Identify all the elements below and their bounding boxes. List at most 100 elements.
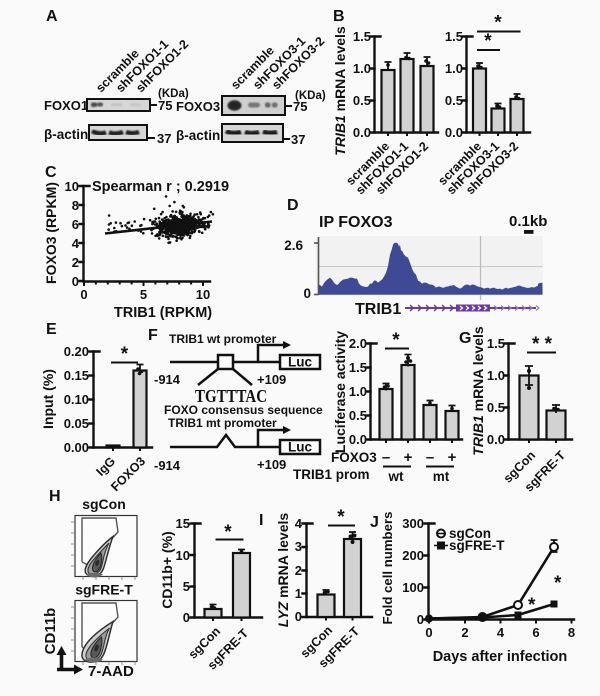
svg-text:200: 200 <box>402 548 424 563</box>
svg-text:TGTTTAC: TGTTTAC <box>195 386 267 406</box>
svg-text:1: 1 <box>295 586 302 601</box>
svg-text:0: 0 <box>417 612 424 627</box>
svg-text:G: G <box>459 330 471 347</box>
svg-text:TRIB1 mRNA levels: TRIB1 mRNA levels <box>332 26 348 156</box>
svg-text:(KDa): (KDa) <box>158 88 189 100</box>
svg-text:0.20: 0.20 <box>64 344 89 359</box>
svg-text:4: 4 <box>497 625 505 640</box>
svg-text:wt: wt <box>388 469 405 484</box>
svg-text:8: 8 <box>568 625 575 640</box>
svg-text:Luciferase activity: Luciferase activity <box>332 331 348 453</box>
svg-text:Luc: Luc <box>288 355 312 370</box>
svg-text:FOXO3 (RPKM): FOXO3 (RPKM) <box>43 182 59 284</box>
svg-text:TRIB1 mt promoter: TRIB1 mt promoter <box>168 416 277 430</box>
svg-text:2: 2 <box>72 255 79 270</box>
svg-text:TRIB1 wt promoter: TRIB1 wt promoter <box>169 332 277 346</box>
svg-text:*: * <box>528 595 536 616</box>
svg-text:TRIB1 (RPKM): TRIB1 (RPKM) <box>114 305 212 321</box>
svg-text:J: J <box>370 514 379 531</box>
svg-text:*: * <box>121 344 129 365</box>
svg-text:*: * <box>337 507 345 528</box>
svg-text:TRIB1 prom: TRIB1 prom <box>293 467 370 482</box>
svg-text:1.5: 1.5 <box>445 29 463 44</box>
svg-text:0: 0 <box>295 609 302 624</box>
svg-text:2: 2 <box>461 625 468 640</box>
svg-text:FOXO consensus sequence: FOXO consensus sequence <box>164 403 323 417</box>
svg-text:-914: -914 <box>154 458 181 473</box>
svg-text:+109: +109 <box>257 372 286 387</box>
svg-text:–: – <box>426 449 434 466</box>
svg-text:CD11b+ (%): CD11b+ (%) <box>159 531 175 608</box>
svg-text:sgFRE-T: sgFRE-T <box>75 582 133 598</box>
svg-text:15: 15 <box>176 516 190 531</box>
svg-text:+: + <box>448 449 457 466</box>
svg-text:0: 0 <box>183 610 190 625</box>
svg-text:1.5: 1.5 <box>487 336 505 351</box>
svg-text:β-actin: β-actin <box>176 128 220 143</box>
svg-text:0.15: 0.15 <box>64 368 89 383</box>
svg-text:2.6: 2.6 <box>284 238 303 253</box>
svg-text:β-actin: β-actin <box>44 127 88 142</box>
svg-text:CD11b: CD11b <box>42 608 59 655</box>
svg-text:*: * <box>494 13 502 34</box>
svg-text:6: 6 <box>72 217 79 232</box>
svg-text:0.0: 0.0 <box>445 125 463 140</box>
svg-text:10: 10 <box>65 179 79 194</box>
svg-text:0: 0 <box>80 287 87 302</box>
svg-text:10: 10 <box>196 287 210 302</box>
svg-text:1.5: 1.5 <box>349 360 367 375</box>
svg-text:-914: -914 <box>154 372 181 387</box>
svg-text:LYZ mRNA levels: LYZ mRNA levels <box>275 513 291 628</box>
svg-text:0.0: 0.0 <box>487 432 505 447</box>
svg-text:7-AAD: 7-AAD <box>88 663 134 680</box>
svg-text:0: 0 <box>303 286 311 301</box>
svg-text:10: 10 <box>176 548 190 563</box>
svg-text:C: C <box>45 164 57 181</box>
svg-text:0.00: 0.00 <box>64 440 89 455</box>
svg-text:4: 4 <box>72 236 80 251</box>
svg-text:2.0: 2.0 <box>349 336 367 351</box>
svg-text:IP FOXO3: IP FOXO3 <box>319 214 393 231</box>
svg-text:Input (%): Input (%) <box>40 369 56 429</box>
svg-text:300: 300 <box>402 516 424 531</box>
svg-text:D: D <box>287 197 299 214</box>
svg-text:Fold cell numbers: Fold cell numbers <box>380 512 395 625</box>
svg-text:TRIB1 mRNA levels: TRIB1 mRNA levels <box>470 326 486 456</box>
svg-text:0: 0 <box>72 274 79 289</box>
svg-text:*: * <box>554 573 562 594</box>
svg-text:* *: * * <box>532 334 553 355</box>
svg-text:4: 4 <box>295 516 303 531</box>
svg-text:I: I <box>259 512 263 529</box>
svg-text:(KDa): (KDa) <box>295 90 326 102</box>
svg-text:mt: mt <box>433 469 450 484</box>
svg-text:+109: +109 <box>257 457 286 472</box>
svg-text:*: * <box>484 31 492 52</box>
svg-text:37: 37 <box>291 132 305 147</box>
svg-text:+: + <box>404 449 413 466</box>
svg-text:3: 3 <box>295 539 302 554</box>
svg-text:FOXO3: FOXO3 <box>176 99 220 114</box>
svg-text:F: F <box>148 327 158 344</box>
svg-text:FOXO3: FOXO3 <box>331 450 377 465</box>
svg-text:Luc: Luc <box>288 440 312 455</box>
svg-text:1.0: 1.0 <box>445 61 463 76</box>
svg-text:0.5: 0.5 <box>487 400 505 415</box>
svg-text:8: 8 <box>72 198 79 213</box>
svg-text:0.05: 0.05 <box>64 416 89 431</box>
svg-text:*: * <box>392 330 400 351</box>
svg-text:sgFRE-T: sgFRE-T <box>449 538 505 553</box>
svg-text:Spearman r ; 0.2919: Spearman r ; 0.2919 <box>92 179 229 195</box>
svg-text:Days after infection: Days after infection <box>433 649 568 665</box>
svg-text:5: 5 <box>140 287 147 302</box>
svg-text:0.0: 0.0 <box>353 125 371 140</box>
svg-text:37: 37 <box>157 131 171 146</box>
svg-text:1.5: 1.5 <box>353 29 371 44</box>
svg-text:A: A <box>46 8 58 25</box>
svg-text:sgCon: sgCon <box>82 496 126 512</box>
svg-text:0.5: 0.5 <box>349 408 367 423</box>
svg-text:75: 75 <box>158 98 172 113</box>
svg-text:0.1kb: 0.1kb <box>509 213 547 230</box>
svg-text:1.0: 1.0 <box>353 61 371 76</box>
svg-text:H: H <box>49 488 61 505</box>
svg-text:5: 5 <box>183 579 190 594</box>
